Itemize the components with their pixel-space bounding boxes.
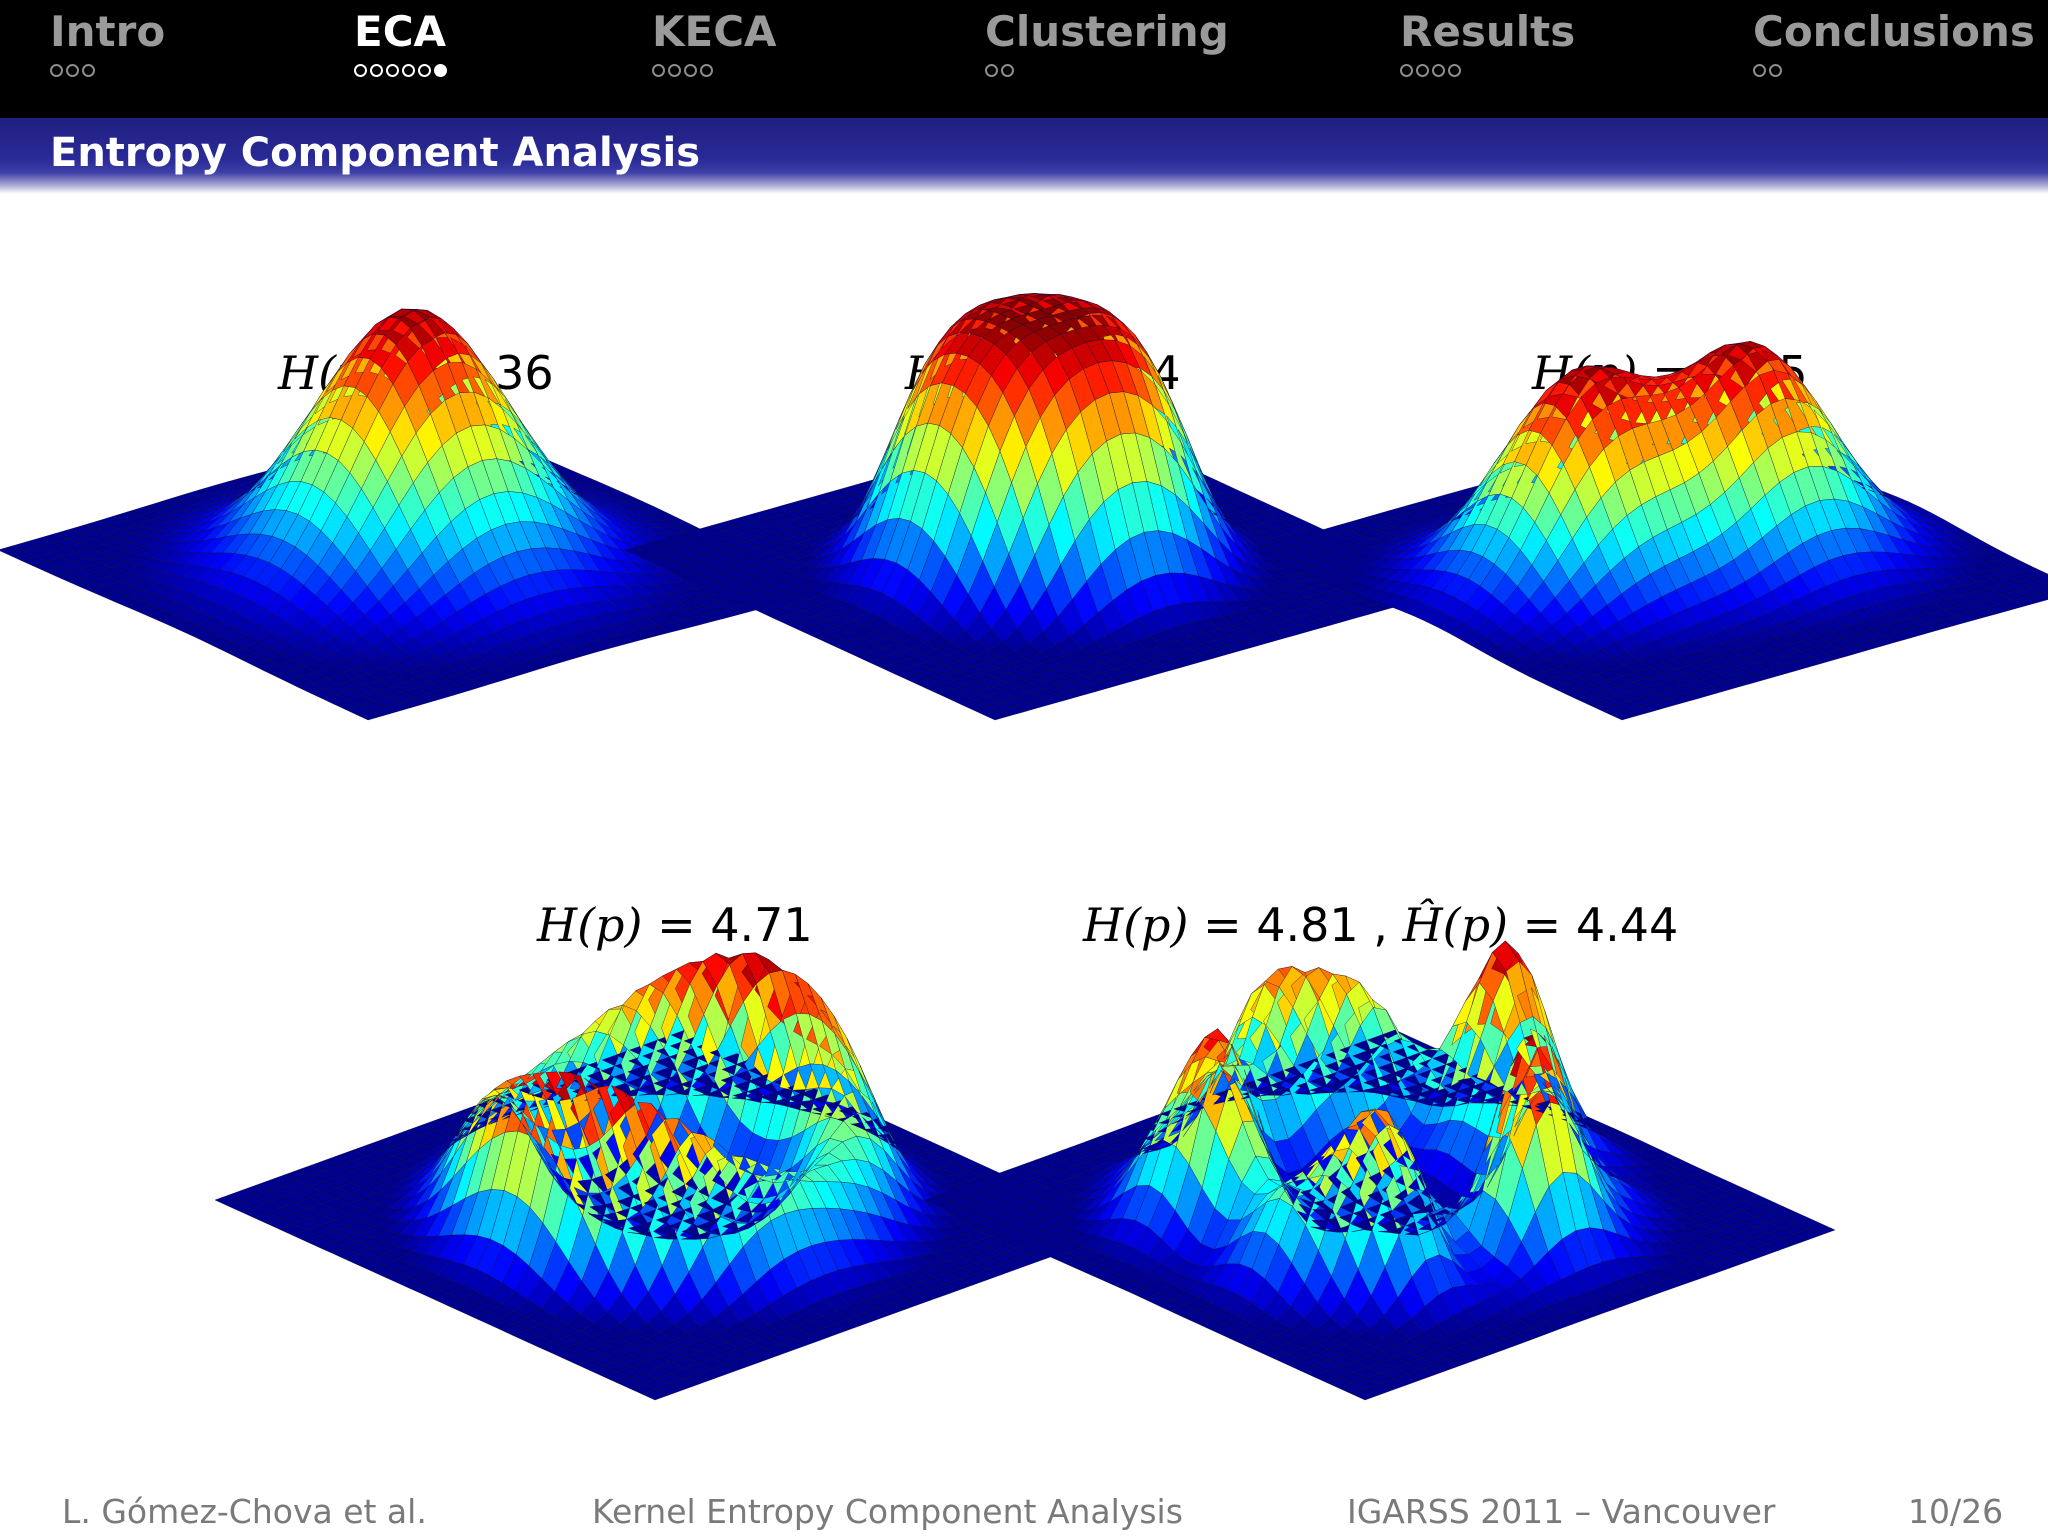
slide-dot[interactable] bbox=[700, 64, 713, 77]
frame-title: Entropy Component Analysis bbox=[50, 130, 701, 176]
surface-plot-noisy-ring bbox=[924, 940, 1836, 1401]
nav-section-title[interactable]: Results bbox=[1400, 7, 1576, 56]
slide-dot[interactable] bbox=[1432, 64, 1445, 77]
slide-dot[interactable] bbox=[82, 64, 95, 77]
nav-section-dots bbox=[985, 64, 1229, 77]
slide-dot[interactable] bbox=[402, 64, 415, 77]
slide-dot[interactable] bbox=[684, 64, 697, 77]
nav-section-intro[interactable]: Intro bbox=[50, 8, 165, 77]
entropy-value: 4.81 bbox=[1256, 898, 1359, 952]
surface-plot-ring bbox=[214, 952, 1126, 1401]
slide-dot[interactable] bbox=[668, 64, 681, 77]
nav-section-dots bbox=[50, 64, 165, 77]
frame-title-bar: Entropy Component Analysis bbox=[0, 118, 2048, 194]
slide-dot[interactable] bbox=[985, 64, 998, 77]
slide-dot[interactable] bbox=[1400, 64, 1413, 77]
nav-section-dots bbox=[1753, 64, 2035, 77]
nav-section-title[interactable]: Conclusions bbox=[1753, 7, 2035, 56]
slide-dot[interactable] bbox=[1001, 64, 1014, 77]
surface-cell bbox=[2040, 590, 2048, 596]
slide-dot[interactable] bbox=[66, 64, 79, 77]
nav-section-results[interactable]: Results bbox=[1400, 8, 1575, 77]
nav-section-keca[interactable]: KECA bbox=[652, 8, 777, 77]
surface-plot-gaussian bbox=[0, 308, 829, 721]
slide-dot[interactable] bbox=[1448, 64, 1461, 77]
estimated-entropy-symbol: Ĥ(p) bbox=[1402, 898, 1509, 952]
plot-label-5: H(p) = 4.81 , Ĥ(p) = 4.44 bbox=[1083, 898, 1679, 952]
surface-plot-bimodal bbox=[1251, 341, 2048, 721]
slide-dot[interactable] bbox=[370, 64, 383, 77]
entropy-value: 4.71 bbox=[710, 898, 813, 952]
entropy-symbol: H(p) bbox=[1083, 898, 1189, 952]
slide-dot[interactable] bbox=[1753, 64, 1766, 77]
slide-dot[interactable] bbox=[1769, 64, 1782, 77]
section-navigation: Intro ECA KECA Clustering Results Conclu… bbox=[0, 0, 2048, 118]
nav-section-conclusions[interactable]: Conclusions bbox=[1753, 8, 2035, 77]
nav-section-eca[interactable]: ECA bbox=[354, 8, 447, 77]
nav-section-dots bbox=[354, 64, 447, 77]
nav-section-dots bbox=[1400, 64, 1575, 77]
nav-section-title[interactable]: Clustering bbox=[985, 7, 1229, 56]
slide-dot[interactable] bbox=[50, 64, 63, 77]
surface-plot-flat-top bbox=[624, 293, 1456, 721]
entropy-symbol: H(p) bbox=[537, 898, 643, 952]
surface-cell bbox=[2043, 581, 2048, 586]
slide-dot[interactable] bbox=[434, 64, 447, 77]
slide-dot[interactable] bbox=[354, 64, 367, 77]
nav-section-title[interactable]: KECA bbox=[652, 7, 777, 56]
slide-dot[interactable] bbox=[1416, 64, 1429, 77]
slide-dot[interactable] bbox=[652, 64, 665, 77]
estimated-entropy-value: 4.44 bbox=[1575, 898, 1679, 952]
slide-dot[interactable] bbox=[386, 64, 399, 77]
nav-section-title[interactable]: Intro bbox=[50, 7, 166, 56]
plot-label-4: H(p) = 4.71 bbox=[537, 898, 813, 952]
slide-dot[interactable] bbox=[418, 64, 431, 77]
surface-cell bbox=[2032, 573, 2048, 584]
nav-section-title[interactable]: ECA bbox=[354, 7, 447, 56]
nav-section-dots bbox=[652, 64, 777, 77]
nav-section-clustering[interactable]: Clustering bbox=[985, 8, 1229, 77]
